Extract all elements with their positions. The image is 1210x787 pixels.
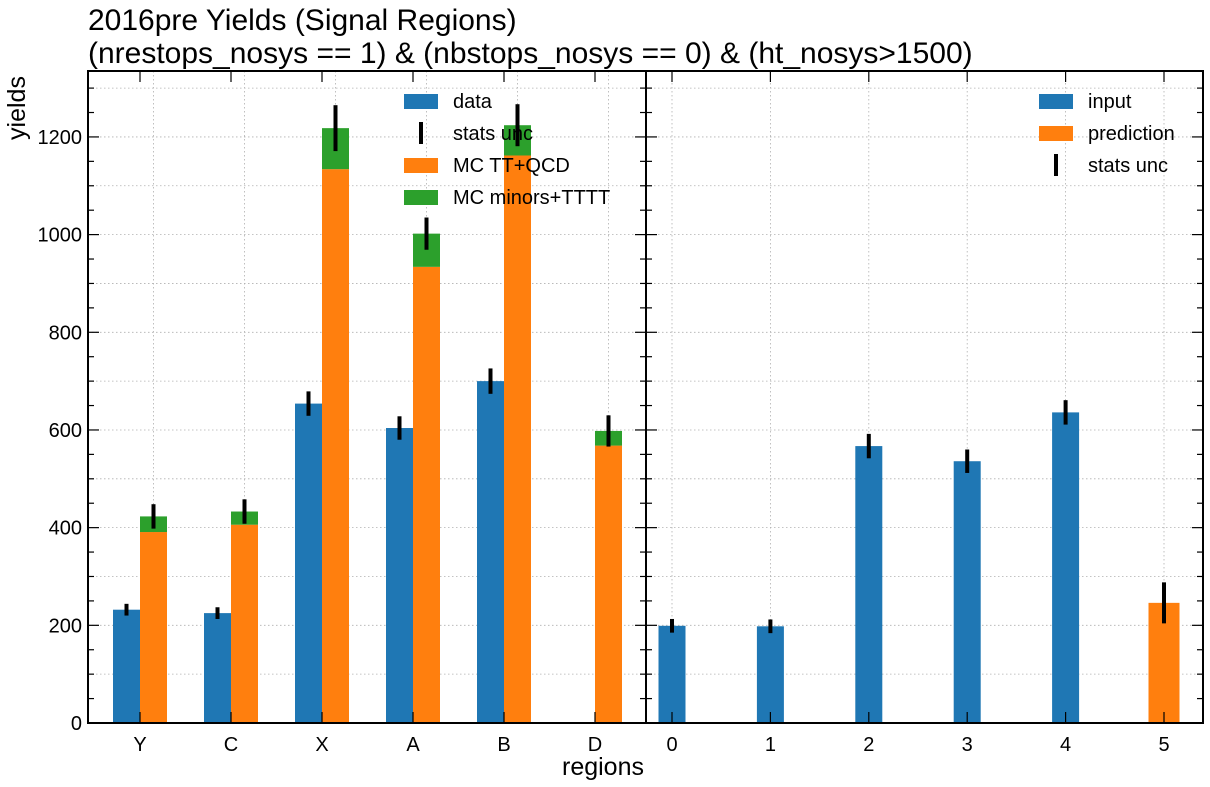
bar-data <box>113 609 140 723</box>
legend-label: data <box>453 91 493 113</box>
y-tick-label: 400 <box>49 518 82 540</box>
bar-input <box>953 461 981 723</box>
bar-input <box>756 626 784 723</box>
x-tick-label: D <box>588 734 602 756</box>
x-tick-label: A <box>406 734 420 756</box>
bar-mc-tt-qcd <box>140 532 167 723</box>
x-tick-label: 5 <box>1158 734 1169 756</box>
bar-mc-tt-qcd <box>504 155 531 723</box>
legend-marker <box>1039 126 1073 141</box>
legend-label: input <box>1088 91 1132 113</box>
plot-frame <box>645 70 1204 724</box>
legend-label: MC minors+TTTT <box>453 187 610 209</box>
bar-data <box>477 381 504 723</box>
x-tick-label: B <box>497 734 510 756</box>
bar-input <box>658 625 686 723</box>
bar-data <box>295 403 322 723</box>
x-tick-label: 2 <box>863 734 874 756</box>
legend-label: stats unc <box>1088 155 1168 177</box>
x-tick-label: X <box>315 734 328 756</box>
x-tick-label: Y <box>133 734 146 756</box>
y-tick-label: 1000 <box>38 225 83 247</box>
axes: Y C X A B D 0 1 2 3 4 5 0 200 400 600 800 1000 1200 <box>38 70 1204 756</box>
legends: data stats unc MC TT+QCD MC minors+TTTT inpu… <box>404 91 1175 209</box>
grid <box>88 71 1203 723</box>
y-axis-label: yields <box>3 76 31 140</box>
y-tick-label: 800 <box>49 322 82 344</box>
legend-marker <box>404 190 438 205</box>
bar-data <box>386 428 413 723</box>
bar-input <box>855 446 883 723</box>
y-tick-label: 0 <box>71 713 82 735</box>
x-tick-label: 0 <box>666 734 677 756</box>
legend-label: MC TT+QCD <box>453 155 570 177</box>
bars <box>113 125 1180 724</box>
legend-label: prediction <box>1088 123 1175 145</box>
y-tick-label: 1200 <box>38 127 83 149</box>
x-tick-label: 4 <box>1060 734 1071 756</box>
chart-title: 2016pre Yields (Signal Regions) <box>88 4 517 37</box>
x-tick-label: 3 <box>962 734 973 756</box>
error-bars <box>124 104 1166 634</box>
legend-marker <box>1039 94 1073 109</box>
y-tick-label: 200 <box>49 615 82 637</box>
bar-data <box>204 613 231 723</box>
x-axis-label: regions <box>562 753 644 781</box>
bar-mc-tt-qcd <box>231 524 258 723</box>
legend-marker <box>404 158 438 173</box>
bar-mc-tt-qcd <box>413 266 440 723</box>
chart-subtitle: (nrestops_nosys == 1) & (nbstops_nosys =… <box>88 37 973 70</box>
legend-label: stats unc <box>453 123 533 145</box>
x-tick-label: C <box>224 734 238 756</box>
bar-mc-tt-qcd <box>322 169 349 724</box>
bar-input <box>1052 412 1080 723</box>
x-tick-label: 1 <box>765 734 776 756</box>
bar-mc-tt-qcd <box>595 445 622 723</box>
y-tick-label: 600 <box>49 420 82 442</box>
legend-marker <box>404 94 438 109</box>
